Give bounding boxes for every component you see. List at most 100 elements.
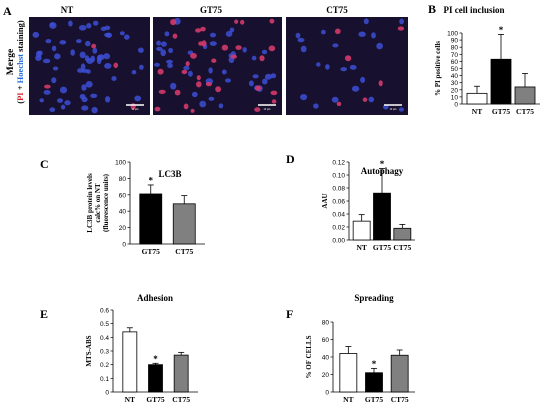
x-tick-label: CT75 [393,243,411,252]
pi-positive-cell [198,41,204,46]
x-tick-label: GT75 [142,247,161,256]
nucleus-cell [208,67,213,74]
x-tick-label: NT [343,395,353,404]
y-tick-label: 40 [451,73,459,80]
panel-c-letter: C [40,157,49,171]
y-axis-label-line: (fluorescence units) [102,173,110,232]
staining-plus: + [15,83,25,92]
nucleus-cell [59,40,67,45]
nucleus-cell [340,67,348,72]
pi-positive-cell [234,19,239,24]
nucleus-cell [264,73,272,80]
nucleus-cell [160,49,166,57]
chart-b: PI cell inclusion 0102030405060708090100%… [434,5,540,116]
nucleus-cell [104,32,111,38]
pi-positive-cell [336,101,342,107]
nucleus-cell [261,49,268,55]
pi-positive-cell [235,45,242,50]
staining-close: staining) [15,20,25,54]
nucleus-cell [297,37,305,43]
nucleus-cell [45,39,52,44]
nucleus-cell [100,26,107,31]
nucleus-cell [81,68,89,73]
nucleus-cell [96,57,102,65]
y-tick-label: 0 [105,390,109,397]
nucleus-cell [81,84,87,91]
image-label-ct75: CT75 [326,5,348,15]
pi-positive-cell [397,26,405,31]
micrograph-gt75: 20 µm [153,17,282,115]
nucleus-cell [358,31,366,37]
chart-e: Adhesion 0 0.1 0.2 0.3 0.4 0.5 0.6 MTS-ABS NT * GT7… [85,293,198,404]
bar-ct75 [514,86,536,105]
nucleus-cell [300,45,307,53]
y-axis-label: MTS-ABS [85,335,93,366]
nucleus-cell [368,96,375,103]
y-tick-label: 40 [322,355,330,362]
pi-positive-cell [271,99,277,104]
nucleus-cell [91,106,98,114]
merge-label: Merge [6,49,16,75]
nucleus-cell [32,31,40,38]
nucleus-cell [60,104,66,110]
nucleus-cell [332,43,339,48]
pi-positive-cell [181,69,188,75]
nucleus-cell [160,41,167,47]
nucleus-cell [139,64,144,70]
y-tick-label: 10 [451,94,459,101]
nucleus-cell [331,96,339,103]
nucleus-cell [111,76,117,81]
pi-positive-cell [254,107,261,112]
y-tick-label: 90 [451,38,459,45]
pi-positive-cell [196,81,202,88]
bar-gt75 [490,58,512,105]
y-tick-label: 0.00 [332,238,345,245]
y-tick-label: 0.06 [332,199,345,206]
nucleus-cell [218,103,224,109]
chart-title: Spreading [354,293,394,303]
pi-positive-cell [230,54,237,59]
y-tick-label: 0.02 [332,225,345,232]
micrograph-nt: 20 µm [29,17,150,115]
nucleus-cell [85,40,91,47]
nucleus-cell [225,78,231,83]
x-tick-label: CT75 [172,395,190,404]
bar-gt75 [148,364,163,393]
x-tick-label: CT75 [391,395,409,404]
pi-positive-cell [190,108,195,113]
y-tick-label: 100 [115,160,126,167]
chart-c: LC3B 0 20 40 60 80 100 LC3B protein levelscalc%… [86,160,205,256]
y-tick-label: 0 [454,102,458,109]
y-axis-label-line: LC3B protein levels [86,173,94,233]
nucleus-cell [210,32,216,38]
scale-bar-label: 20 µm [132,108,139,111]
pi-positive-cell [195,28,202,33]
y-axis-label-text: MTS-ABS [85,335,93,366]
y-tick-label: 80 [322,320,330,327]
nucleus-cell [295,32,301,39]
nucleus-cell [52,66,59,71]
significance-star: * [372,359,377,369]
y-axis-label: % PI positive cells [434,41,442,96]
pi-positive-cell [269,18,275,24]
significance-star: * [499,25,504,35]
pi-positive-cell [344,55,352,62]
nucleus-cell [209,41,217,46]
nucleus-cell [51,77,57,84]
nucleus-cell [57,98,63,103]
y-tick-label: 0.4 [100,335,109,342]
panel-e-letter: E [40,307,48,321]
nucleus-cell [270,73,277,79]
bar-nt [339,353,358,393]
y-tick-label: 70 [451,52,459,59]
y-tick-label: 60 [119,192,127,199]
pi-positive-cell [185,61,190,67]
micrograph-background [29,17,150,115]
nucleus-cell [78,25,87,31]
y-tick-label: 100 [447,31,458,38]
micrograph-background [286,17,408,115]
chart-f: Spreading 0 20 40 60 80 % OF CELLS NT * GT75 CT75 [305,293,415,404]
y-axis-label-line: MTS-ABS [85,335,93,366]
bar-gt75 [139,193,163,245]
